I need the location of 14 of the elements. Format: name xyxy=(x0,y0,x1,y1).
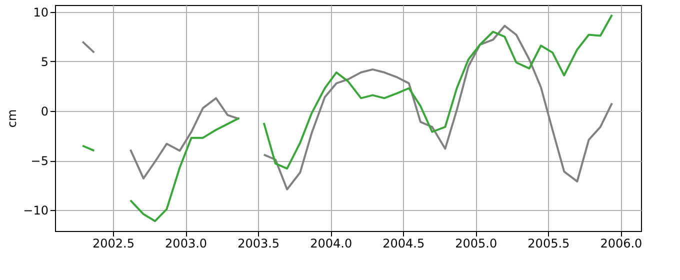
y-tick-label: −10 xyxy=(23,204,48,218)
y-tick-label: 5 xyxy=(40,55,48,69)
x-tick-label: 2003.0 xyxy=(165,236,208,250)
x-tick-label: 2005.5 xyxy=(528,236,570,250)
x-tick-label: 2004.0 xyxy=(310,236,352,250)
y-tick-label: −5 xyxy=(30,154,48,168)
y-tick-label: 0 xyxy=(40,104,48,119)
x-tick-label: 2004.5 xyxy=(382,236,425,250)
x-tick-label: 2002.5 xyxy=(92,236,135,250)
x-tick-label: 2005.0 xyxy=(455,236,498,250)
x-tick-label: 2006.0 xyxy=(600,236,642,250)
x-tick-label: 2003.5 xyxy=(238,236,280,250)
y-tick-label: 10 xyxy=(33,5,48,20)
y-axis-title: cm xyxy=(5,109,20,128)
